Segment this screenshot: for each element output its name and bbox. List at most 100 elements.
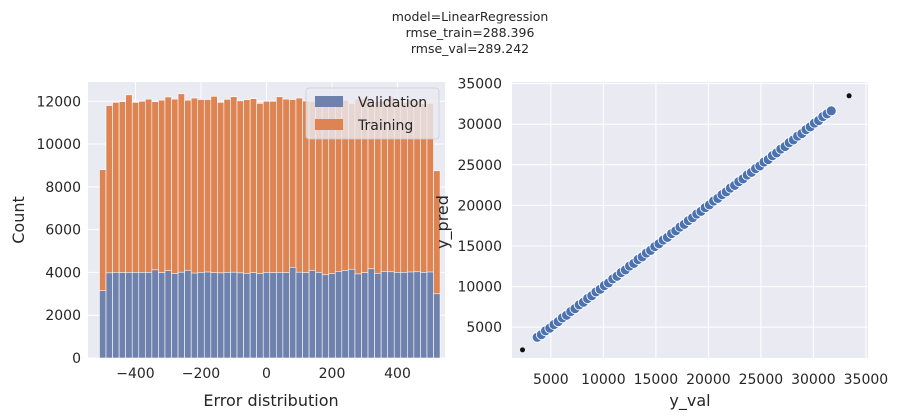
validation-bars xyxy=(99,266,441,359)
validation-bar xyxy=(243,272,251,359)
validation-bar xyxy=(230,271,238,359)
histogram-x-tick-label: 200 xyxy=(319,366,346,382)
scatter-y-tick-label: 5000 xyxy=(466,320,502,336)
scatter-y-tick-label: 30000 xyxy=(457,117,502,133)
scatter-x-tick-labels: 5000 10000 15000 20000 25000 30000 35000 xyxy=(533,372,888,388)
validation-bar xyxy=(348,268,356,359)
validation-bar xyxy=(380,271,388,359)
validation-bar xyxy=(256,273,264,359)
scatter-x-tick-label: 35000 xyxy=(844,372,889,388)
histogram-y-tick-label: 12000 xyxy=(36,94,81,110)
validation-bar xyxy=(328,273,336,359)
scatter-x-tick-label: 15000 xyxy=(634,372,679,388)
scatter-x-axis-label: y_val xyxy=(669,391,710,411)
histogram-y-tick-labels: 0 2000 4000 6000 8000 10000 12000 xyxy=(36,94,81,367)
scatter-y-tick-label: 20000 xyxy=(457,198,502,214)
validation-bar xyxy=(276,272,284,359)
validation-bar xyxy=(302,272,310,359)
histogram-x-tick-label: 400 xyxy=(384,366,411,382)
validation-bar xyxy=(321,274,330,359)
validation-bar xyxy=(118,272,126,359)
validation-bar xyxy=(282,272,290,359)
validation-bar xyxy=(105,272,113,359)
validation-bar xyxy=(99,290,107,359)
suptitle: model=LinearRegression rmse_train=288.39… xyxy=(392,9,549,56)
scatter-x-tick-label: 20000 xyxy=(686,372,731,388)
scatter-points xyxy=(520,93,852,353)
scatter-y-tick-label: 15000 xyxy=(457,239,502,255)
suptitle-line-2: rmse_train=288.396 xyxy=(406,25,535,40)
scatter-y-tick-label: 35000 xyxy=(457,77,502,93)
validation-bar xyxy=(308,269,316,359)
training-bars xyxy=(99,93,441,359)
histogram-y-tick-label: 4000 xyxy=(45,265,81,281)
histogram-x-tick-label: −400 xyxy=(116,366,154,382)
validation-bar xyxy=(145,272,153,359)
validation-bar xyxy=(217,272,225,359)
legend: Validation Training xyxy=(305,87,440,140)
scatter-x-tick-label: 30000 xyxy=(791,372,836,388)
histogram-y-tick-label: 2000 xyxy=(45,308,81,324)
validation-bar xyxy=(354,273,362,359)
validation-bar xyxy=(249,272,257,359)
scatter-x-tick-label: 10000 xyxy=(581,372,626,388)
validation-bar xyxy=(367,268,375,359)
histogram-axes: −400 −200 0 200 400 0 2000 4000 6000 8000 10000 12… xyxy=(9,82,445,410)
histogram-x-tick-label: 0 xyxy=(262,366,271,382)
validation-bar xyxy=(262,272,271,359)
legend-validation-label: Validation xyxy=(358,95,427,111)
scatter-y-tick-label: 25000 xyxy=(457,158,502,174)
legend-training-swatch xyxy=(315,119,343,130)
validation-bar xyxy=(433,293,441,359)
validation-bar xyxy=(393,272,402,359)
validation-bar xyxy=(289,266,297,359)
scatter-extreme-point xyxy=(520,347,526,353)
validation-bar xyxy=(426,271,434,359)
validation-bar xyxy=(361,272,369,359)
legend-training-label: Training xyxy=(357,118,413,134)
validation-bar xyxy=(223,272,231,359)
validation-bar xyxy=(269,272,277,359)
histogram-y-tick-label: 8000 xyxy=(45,180,81,196)
histogram-x-tick-labels: −400 −200 0 200 400 xyxy=(116,366,411,382)
validation-bar xyxy=(171,273,179,359)
validation-bar xyxy=(164,270,172,359)
validation-bar xyxy=(203,271,212,359)
validation-bar xyxy=(112,272,120,359)
validation-bar xyxy=(197,272,205,359)
scatter-y-tick-label: 10000 xyxy=(457,280,502,296)
validation-bar xyxy=(190,272,199,359)
validation-bar xyxy=(420,272,428,359)
validation-bar xyxy=(184,269,192,359)
validation-bar xyxy=(138,272,146,359)
validation-bar xyxy=(341,270,349,359)
validation-bar xyxy=(374,272,382,359)
validation-bar xyxy=(125,272,133,359)
validation-bar xyxy=(400,272,408,359)
scatter-extreme-point xyxy=(846,93,852,99)
scatter-point xyxy=(825,105,837,117)
histogram-y-tick-label: 6000 xyxy=(45,223,81,239)
histogram-y-tick-label: 0 xyxy=(72,351,81,367)
validation-bar xyxy=(413,271,421,359)
validation-bar xyxy=(210,272,218,359)
validation-bar xyxy=(177,271,185,359)
validation-bar xyxy=(387,271,395,359)
validation-bar xyxy=(407,271,415,359)
validation-bar xyxy=(334,271,343,359)
validation-bar xyxy=(295,271,303,359)
histogram-x-tick-label: −200 xyxy=(182,366,220,382)
histogram-x-axis-label: Error distribution xyxy=(203,391,338,410)
scatter-x-tick-label: 25000 xyxy=(739,372,784,388)
suptitle-line-1: model=LinearRegression xyxy=(392,9,549,24)
validation-bar xyxy=(236,272,244,359)
legend-validation-swatch xyxy=(315,96,343,107)
scatter-gridlines xyxy=(512,82,868,358)
validation-bar xyxy=(158,272,166,359)
validation-bar xyxy=(131,272,140,359)
scatter-y-tick-labels: 5000 10000 15000 20000 25000 30000 35000 xyxy=(457,77,502,337)
validation-bar xyxy=(315,272,323,359)
scatter-y-axis-label: y_pred xyxy=(433,195,453,249)
scatter-x-tick-label: 5000 xyxy=(533,372,569,388)
